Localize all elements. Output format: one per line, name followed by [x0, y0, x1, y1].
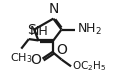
Text: OC$_2$H$_5$: OC$_2$H$_5$	[72, 59, 106, 73]
Text: O: O	[30, 53, 41, 67]
Text: CH$_3$: CH$_3$	[10, 51, 32, 65]
Text: S: S	[27, 23, 36, 37]
Text: O: O	[56, 44, 66, 58]
Text: N: N	[48, 2, 58, 16]
Text: NH: NH	[30, 25, 48, 38]
Text: NH$_2$: NH$_2$	[77, 22, 101, 37]
